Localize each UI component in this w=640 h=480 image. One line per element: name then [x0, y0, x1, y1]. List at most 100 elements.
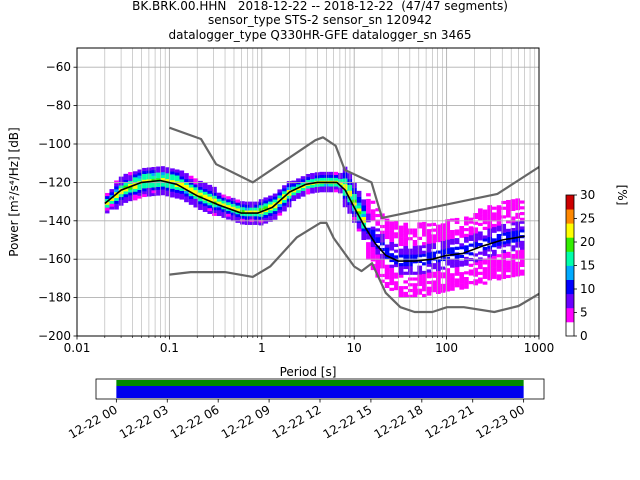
heatmap-cell — [375, 213, 381, 218]
heatmap-cell — [450, 284, 455, 288]
heatmap-cell — [128, 186, 133, 190]
heatmap-cell — [165, 190, 171, 194]
heatmap-cell — [398, 225, 404, 229]
heatmap-cell — [356, 216, 362, 220]
heatmap-cell — [506, 266, 511, 270]
heatmap-cell — [454, 238, 460, 242]
heatmap-cell — [445, 230, 451, 234]
heatmap-cell — [431, 222, 437, 226]
heatmap-cell — [137, 192, 143, 196]
heatmap-cell — [314, 172, 320, 176]
heatmap-cell — [520, 217, 525, 221]
heatmap-cell — [417, 291, 423, 295]
heatmap-cell — [464, 277, 469, 281]
colorbar-segment — [566, 293, 574, 309]
heatmap-cell — [394, 275, 399, 279]
heatmap-cell — [422, 250, 427, 254]
heatmap-cell — [436, 262, 441, 266]
heatmap-cell — [417, 254, 423, 258]
heatmap-cell — [459, 274, 465, 279]
heatmap-cell — [482, 270, 488, 274]
heatmap-cell — [333, 177, 339, 181]
heatmap-cell — [137, 186, 143, 190]
heatmap-cell — [151, 181, 157, 185]
heatmap-cell — [277, 209, 283, 213]
heatmap-cell — [356, 193, 362, 197]
heatmap-cell — [473, 253, 479, 257]
heatmap-cell — [277, 203, 283, 207]
heatmap-cell — [487, 208, 493, 212]
colorbar-tick-label: 10 — [580, 282, 595, 296]
heatmap-cell — [417, 248, 423, 252]
heatmap-cell — [370, 249, 376, 253]
heatmap-cell — [202, 194, 208, 198]
heatmap-cell — [398, 234, 404, 238]
heatmap-cell — [440, 240, 446, 244]
heatmap-cell — [356, 199, 362, 203]
heatmap-cell — [361, 225, 367, 229]
colorbar-segment — [566, 251, 574, 266]
heatmap-cell — [370, 235, 376, 239]
heatmap-cell — [216, 209, 222, 214]
heatmap-cell — [156, 175, 161, 179]
heatmap-cell — [422, 273, 427, 277]
heatmap-cell — [370, 217, 376, 222]
heatmap-cell — [184, 176, 189, 180]
heatmap-cell — [510, 207, 516, 212]
heatmap-cell — [375, 208, 381, 212]
heatmap-cell — [179, 190, 185, 194]
heatmap-cell — [473, 261, 479, 266]
heatmap-cell — [226, 199, 231, 203]
heatmap-cell — [380, 242, 385, 246]
heatmap-cell — [384, 253, 390, 257]
heatmap-cell — [370, 200, 376, 204]
heatmap-cell — [450, 241, 455, 245]
heatmap-cell — [184, 199, 189, 203]
heatmap-cell — [156, 178, 161, 182]
heatmap-cell — [193, 195, 199, 199]
heatmap-cell — [389, 247, 395, 251]
heatmap-cell — [487, 216, 493, 220]
heatmap-cell — [370, 241, 376, 245]
heatmap-cell — [436, 230, 441, 234]
heatmap-cell — [310, 175, 315, 180]
colorbar-tick-label: 20 — [580, 235, 595, 249]
heatmap-cell — [370, 266, 376, 271]
heatmap-cell — [380, 236, 385, 240]
heatmap-cell — [263, 211, 269, 215]
heatmap-cell — [333, 186, 339, 190]
heatmap-cell — [212, 212, 217, 216]
heatmap-cell — [263, 206, 269, 210]
heatmap-cell — [412, 294, 418, 298]
heatmap-cell — [408, 271, 413, 275]
heatmap-cell — [277, 206, 283, 210]
heatmap-cell — [468, 229, 474, 233]
heatmap-cell — [128, 195, 133, 199]
heatmap-cell — [300, 190, 306, 194]
heatmap-cell — [506, 199, 511, 204]
heatmap-cell — [156, 186, 161, 190]
heatmap-cell — [506, 205, 511, 209]
heatmap-cell — [165, 178, 171, 182]
heatmap-cell — [132, 177, 138, 181]
heatmap-cell — [165, 193, 171, 197]
y-tick-label: −140 — [38, 214, 71, 228]
heatmap-cell — [258, 202, 264, 206]
heatmap-cell — [370, 229, 376, 233]
heatmap-cell — [440, 246, 446, 250]
heatmap-cell — [454, 281, 460, 285]
heatmap-cell — [123, 173, 129, 177]
heatmap-cell — [445, 276, 451, 280]
heatmap-cell — [431, 266, 437, 270]
heatmap-cell — [356, 225, 362, 229]
heatmap-cell — [515, 261, 521, 265]
heatmap-cell — [114, 186, 119, 190]
heatmap-cell — [366, 227, 371, 231]
heatmap-cell — [142, 167, 147, 172]
heatmap-cell — [459, 260, 465, 264]
heatmap-cell — [510, 274, 516, 278]
heatmap-cell — [272, 202, 278, 206]
heatmap-cell — [468, 217, 474, 221]
heatmap-cell — [501, 241, 507, 245]
heatmap-cell — [426, 237, 432, 241]
